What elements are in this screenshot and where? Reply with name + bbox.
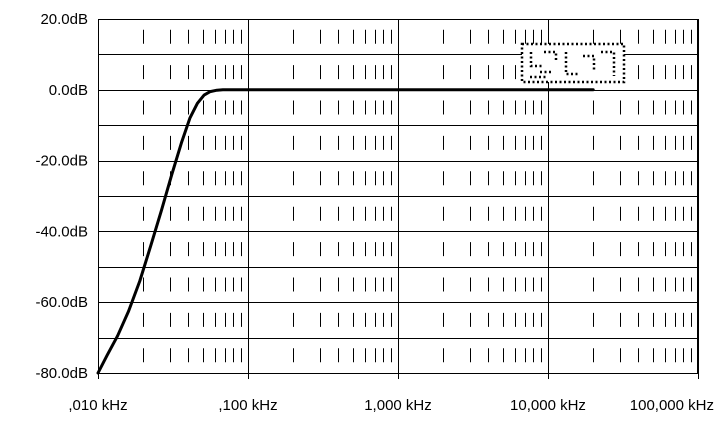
plot-frame	[98, 19, 699, 379]
y-tick-label: -40.0dB	[35, 223, 88, 240]
legend-frame	[520, 42, 626, 84]
y-tick-label: 0.0dB	[49, 82, 88, 99]
x-tick-labels: ,010 kHz ,100 kHz 1,000 kHz 10,000 kHz 100,0…	[68, 397, 714, 414]
legend-box	[520, 42, 626, 84]
x-tick-label: 1,000 kHz	[364, 397, 432, 414]
legend-glyph	[544, 50, 558, 62]
legend-glyph	[601, 50, 616, 76]
x-tick-label: ,100 kHz	[218, 397, 277, 414]
x-tick-label: 10,000 kHz	[510, 397, 586, 414]
legend-glyph	[583, 54, 596, 70]
minor-tick-marks	[143, 29, 692, 363]
y-tick-label: -20.0dB	[35, 153, 88, 170]
y-tick-labels: 20.0dB 0.0dB -20.0dB -40.0dB -60.0dB -80.0dB	[35, 11, 88, 382]
x-tick-label: ,010 kHz	[68, 397, 127, 414]
x-tick-label: 100,000 kHz	[630, 397, 714, 414]
series-layer	[96, 88, 595, 375]
y-tick-label: -80.0dB	[35, 365, 88, 382]
legend-glyph	[529, 52, 542, 68]
y-tick-label: 20.0dB	[40, 11, 88, 28]
y-tick-label: -60.0dB	[35, 294, 88, 311]
series-line-1	[96, 88, 595, 375]
